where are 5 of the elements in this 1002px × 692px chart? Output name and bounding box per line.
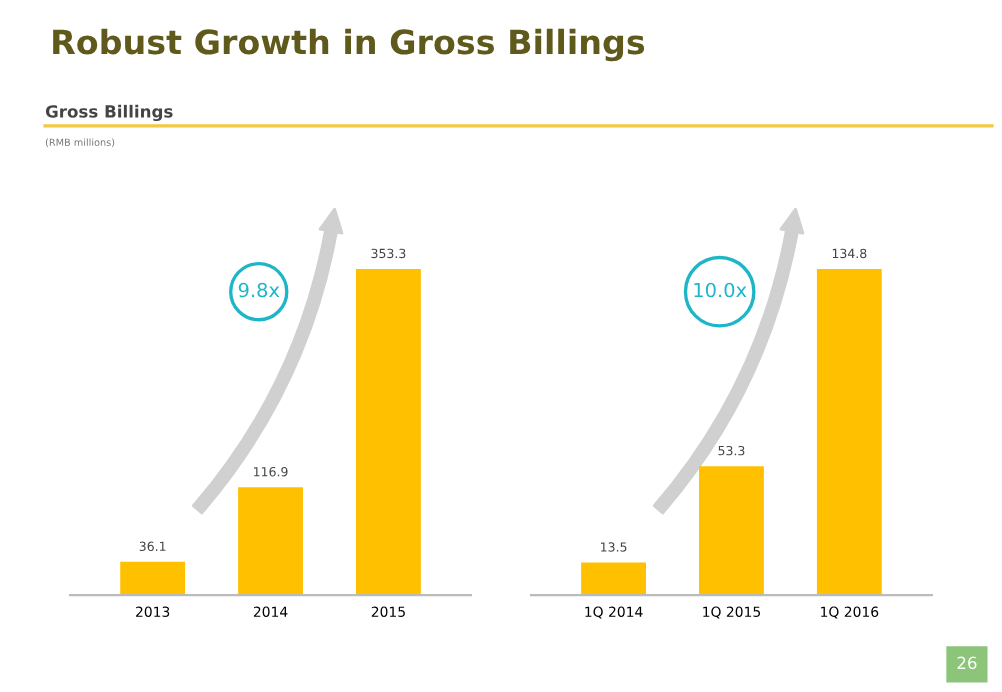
- text: 26: [957, 656, 977, 670]
- chart-title: Robust Growth in Gross Billings: [53, 28, 645, 62]
- annotation: 9.8x: [238, 282, 280, 298]
- chart-subtitle: Gross Billings: [45, 104, 173, 122]
- annotation: 10.0x: [694, 282, 747, 298]
